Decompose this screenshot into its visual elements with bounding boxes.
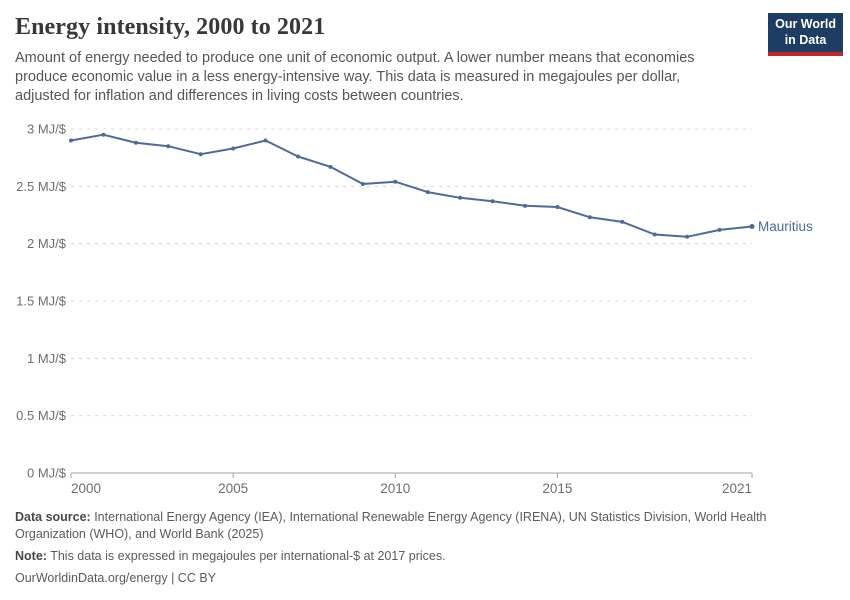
data-point bbox=[717, 227, 722, 232]
y-tick-label: 1.5 MJ/$ bbox=[16, 294, 67, 309]
series-line bbox=[70, 133, 753, 238]
data-point bbox=[360, 182, 365, 187]
data-point bbox=[296, 154, 300, 159]
series-end-label: Mauritius bbox=[758, 219, 813, 234]
chart-title: Energy intensity, 2000 to 2021 bbox=[15, 14, 326, 40]
owid-logo-line2: in Data bbox=[784, 32, 827, 47]
chart-header: Energy intensity, 2000 to 2021 Our World… bbox=[0, 0, 850, 106]
y-tick-label: 3 MJ/$ bbox=[27, 122, 67, 137]
data-point bbox=[555, 204, 560, 209]
x-tick-label: 2015 bbox=[542, 481, 572, 496]
data-point bbox=[328, 164, 333, 169]
data-point bbox=[523, 203, 527, 208]
y-tick-label: 0.5 MJ/$ bbox=[16, 408, 67, 423]
y-tick-label: 0 MJ/$ bbox=[27, 466, 67, 481]
data-point bbox=[393, 179, 398, 184]
data-point bbox=[458, 195, 463, 200]
data-source-line: Data source: International Energy Agency… bbox=[15, 509, 817, 543]
data-point bbox=[101, 132, 106, 137]
chart-svg: 0 MJ/$ 0.5 MJ/$ 1 MJ/$ 1.5 MJ/$ 2 MJ/$ 2.5 MJ… bbox=[16, 122, 813, 497]
data-point bbox=[198, 152, 203, 157]
x-tick-label: 2010 bbox=[380, 481, 410, 496]
note-line: Note: This data is expressed in megajoul… bbox=[15, 548, 817, 565]
owid-logo-line1: Our World bbox=[775, 17, 836, 31]
data-point bbox=[749, 223, 755, 229]
data-point bbox=[620, 219, 625, 224]
data-point bbox=[166, 144, 171, 149]
data-point bbox=[69, 138, 73, 143]
data-point bbox=[490, 199, 495, 204]
x-tick-label: 2005 bbox=[218, 481, 248, 496]
data-point bbox=[133, 140, 138, 145]
data-point bbox=[652, 232, 657, 237]
data-source-text: International Energy Agency (IEA), Inter… bbox=[15, 510, 767, 541]
y-tick-label: 2.5 MJ/$ bbox=[16, 179, 67, 194]
chart-subtitle: Amount of energy needed to produce one u… bbox=[15, 50, 695, 104]
line-chart: 0 MJ/$ 0.5 MJ/$ 1 MJ/$ 1.5 MJ/$ 2 MJ/$ 2.5 MJ… bbox=[0, 115, 850, 500]
citation-link: OurWorldinData.org/energy | CC BY bbox=[15, 571, 217, 585]
owid-logo: Our World in Data bbox=[768, 13, 843, 56]
data-point bbox=[587, 215, 592, 220]
chart-footer: Data source: International Energy Agency… bbox=[15, 509, 817, 592]
y-tick-label: 1 MJ/$ bbox=[27, 351, 67, 366]
y-tick-label: 2 MJ/$ bbox=[27, 236, 67, 251]
data-point bbox=[685, 234, 690, 239]
data-point bbox=[231, 146, 236, 151]
x-tick-label: 2000 bbox=[71, 481, 101, 496]
data-source-label: Data source: bbox=[15, 510, 91, 524]
note-label: Note: bbox=[15, 549, 47, 563]
note-text: This data is expressed in megajoules per… bbox=[46, 549, 446, 563]
data-point bbox=[425, 190, 430, 195]
data-point bbox=[263, 138, 268, 143]
x-tick-label: 2021 bbox=[722, 481, 752, 496]
